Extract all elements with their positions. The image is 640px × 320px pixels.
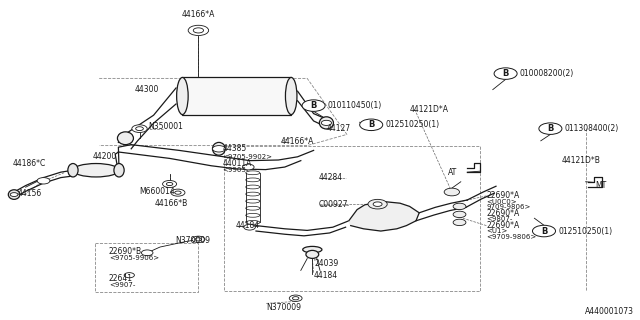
Text: B: B	[502, 69, 509, 78]
Text: 44156: 44156	[18, 189, 42, 198]
Circle shape	[188, 25, 209, 36]
Text: 012510250(1): 012510250(1)	[558, 227, 612, 236]
Text: 22690*A: 22690*A	[486, 209, 520, 218]
Ellipse shape	[118, 132, 134, 145]
Circle shape	[136, 127, 143, 131]
Circle shape	[453, 219, 466, 226]
Ellipse shape	[212, 142, 225, 155]
Text: <U1>: <U1>	[486, 228, 508, 234]
Ellipse shape	[319, 117, 333, 129]
Circle shape	[132, 125, 147, 132]
Circle shape	[243, 164, 254, 170]
FancyBboxPatch shape	[182, 77, 291, 115]
Circle shape	[212, 146, 225, 152]
Circle shape	[453, 211, 466, 218]
Text: 22690*B: 22690*B	[109, 247, 142, 256]
Ellipse shape	[73, 164, 119, 177]
Text: 22690*A: 22690*A	[486, 191, 520, 200]
Ellipse shape	[285, 77, 297, 115]
Circle shape	[368, 199, 387, 209]
Circle shape	[171, 189, 185, 196]
Text: 24039: 24039	[315, 260, 339, 268]
Text: C00927: C00927	[319, 200, 348, 209]
Circle shape	[124, 273, 134, 278]
Circle shape	[494, 68, 517, 79]
Text: N370009: N370009	[266, 303, 301, 312]
Circle shape	[360, 119, 383, 131]
Text: N350001: N350001	[148, 122, 183, 131]
Text: 44184: 44184	[314, 271, 338, 280]
Polygon shape	[349, 202, 419, 231]
Text: 44166*B: 44166*B	[155, 199, 188, 208]
Text: <9705-9906>: <9705-9906>	[109, 255, 159, 260]
Text: MT: MT	[595, 181, 607, 190]
Text: 44127: 44127	[326, 124, 351, 133]
Circle shape	[453, 203, 466, 210]
Text: 012510250(1): 012510250(1)	[385, 120, 440, 129]
Circle shape	[292, 297, 299, 300]
Text: <9907-: <9907-	[109, 282, 135, 288]
Circle shape	[166, 182, 173, 186]
Circle shape	[244, 224, 255, 230]
Text: 22690*A: 22690*A	[486, 221, 520, 230]
Text: <9903-: <9903-	[223, 167, 249, 172]
Text: 44166*A: 44166*A	[280, 137, 314, 146]
Text: 44011A: 44011A	[223, 159, 252, 168]
Circle shape	[163, 180, 177, 188]
Text: B: B	[310, 101, 317, 110]
Circle shape	[302, 100, 325, 111]
Text: 44121D*A: 44121D*A	[410, 105, 449, 114]
Ellipse shape	[306, 251, 319, 259]
Circle shape	[10, 193, 18, 196]
Text: B: B	[368, 120, 374, 129]
Text: 010110450(1): 010110450(1)	[328, 101, 382, 110]
Circle shape	[289, 295, 302, 301]
Circle shape	[37, 178, 50, 184]
Text: <9705-9902>: <9705-9902>	[223, 154, 273, 160]
Circle shape	[444, 188, 460, 196]
Circle shape	[321, 120, 332, 125]
Ellipse shape	[8, 190, 20, 199]
Text: 44300: 44300	[134, 85, 159, 94]
Text: B: B	[547, 124, 554, 133]
Text: 010008200(2): 010008200(2)	[520, 69, 574, 78]
Text: 44284: 44284	[319, 173, 343, 182]
Text: M660014: M660014	[140, 188, 175, 196]
Text: 9709-9806>: 9709-9806>	[486, 204, 531, 210]
Ellipse shape	[177, 77, 188, 115]
Text: 44184: 44184	[236, 221, 260, 230]
Circle shape	[532, 225, 556, 237]
Text: 44186*C: 44186*C	[13, 159, 46, 168]
Text: 011308400(2): 011308400(2)	[564, 124, 619, 133]
Text: <9709-9806>: <9709-9806>	[486, 235, 537, 240]
Text: <9807-: <9807-	[486, 216, 513, 222]
Text: 44200: 44200	[93, 152, 117, 161]
Circle shape	[373, 202, 382, 206]
Circle shape	[141, 250, 153, 256]
Text: A440001073: A440001073	[584, 308, 634, 316]
Circle shape	[195, 238, 202, 241]
Ellipse shape	[303, 246, 322, 253]
Circle shape	[192, 236, 205, 243]
Circle shape	[539, 123, 562, 134]
Circle shape	[175, 191, 181, 194]
Text: B: B	[541, 227, 547, 236]
Text: 44121D*B: 44121D*B	[562, 156, 601, 164]
Text: 44166*A: 44166*A	[182, 10, 215, 19]
Text: 22641: 22641	[109, 274, 133, 283]
Circle shape	[193, 28, 204, 33]
Ellipse shape	[68, 164, 78, 177]
Text: <U0C0>: <U0C0>	[486, 199, 517, 204]
Text: N370009: N370009	[175, 236, 211, 245]
Text: 44385: 44385	[223, 144, 247, 153]
Text: AT: AT	[448, 168, 457, 177]
Ellipse shape	[114, 164, 124, 177]
